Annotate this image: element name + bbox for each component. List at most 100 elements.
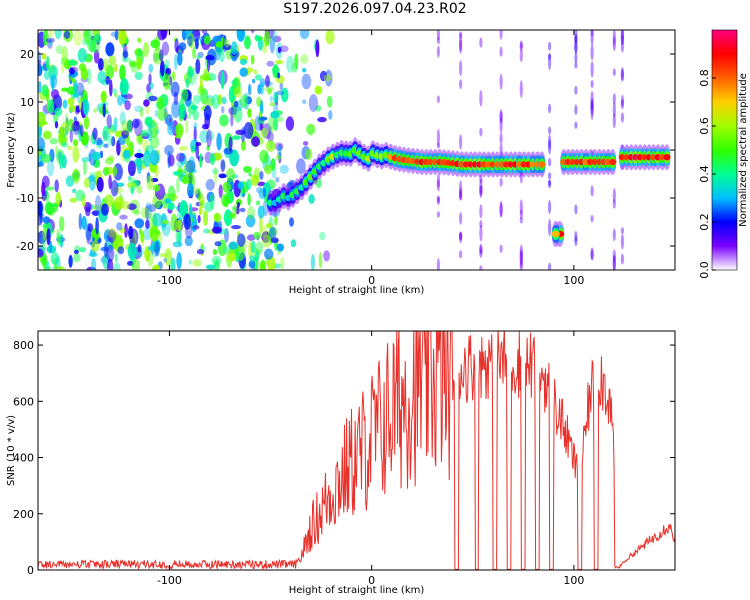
noise-cell	[87, 68, 92, 85]
snr-series-line	[38, 331, 675, 570]
streak-cell	[574, 121, 578, 129]
noise-cell	[38, 111, 46, 128]
streak-cell	[574, 39, 578, 54]
noise-cell	[167, 202, 175, 211]
noise-cell	[117, 246, 125, 255]
noise-cell	[218, 173, 227, 179]
noise-cell	[72, 169, 80, 182]
y-tick-label: 10	[20, 96, 34, 109]
noise-cell	[102, 166, 110, 176]
noise-cell	[263, 248, 274, 260]
streak-cell	[519, 244, 523, 260]
noise-cell	[253, 231, 261, 240]
noise-cell	[56, 235, 62, 246]
noise-cell	[162, 111, 168, 119]
x-tick-label: 0	[368, 274, 375, 287]
noise-cell	[232, 206, 237, 211]
noise-cell	[47, 99, 55, 114]
noise-cell	[126, 135, 131, 148]
noise-cell	[212, 248, 218, 256]
noise-cell	[88, 252, 98, 258]
noise-cell	[68, 76, 73, 81]
streak-cell	[612, 188, 616, 203]
noise-cell	[154, 164, 159, 178]
noise-cell	[249, 255, 256, 263]
noise-cell	[233, 86, 243, 98]
noise-cell	[106, 245, 115, 263]
streak-cell	[574, 53, 578, 63]
noise-cell	[248, 172, 253, 177]
noise-cell	[106, 114, 112, 129]
noise-cell	[266, 222, 273, 229]
noise-cell	[94, 195, 102, 213]
streak-cell	[436, 179, 440, 192]
y-tick-label: 400	[13, 452, 34, 465]
noise-cell	[319, 231, 326, 241]
streak-cell	[612, 36, 616, 51]
noise-cell	[78, 63, 87, 72]
noise-cell	[114, 30, 119, 41]
streak-cell	[459, 32, 463, 51]
noise-cell	[243, 165, 252, 173]
noise-cell	[83, 177, 91, 188]
noise-cell	[61, 57, 65, 74]
streak-cell	[548, 157, 552, 167]
noise-cell	[91, 210, 101, 216]
noise-cell	[257, 205, 265, 219]
noise-cell	[112, 235, 123, 244]
noise-cell	[113, 116, 118, 133]
ridge-cell	[663, 154, 671, 161]
noise-cell	[276, 90, 285, 96]
noise-cell	[270, 111, 280, 119]
noise-cell	[258, 111, 262, 118]
noise-cell	[250, 30, 255, 34]
noise-cell	[229, 149, 240, 167]
noise-cell	[184, 236, 193, 247]
noise-cell	[203, 68, 210, 82]
streak-cell	[590, 102, 594, 120]
noise-cell	[247, 206, 256, 220]
noise-cell	[56, 228, 60, 243]
noise-cell	[235, 245, 245, 261]
noise-cell	[211, 94, 220, 109]
noise-cell	[38, 248, 44, 258]
noise-cell	[250, 54, 255, 65]
noise-cell	[205, 178, 215, 191]
noise-cell	[237, 233, 246, 247]
noise-cell	[116, 182, 125, 187]
noise-cell	[73, 249, 79, 255]
noise-cell	[38, 212, 44, 219]
streak-cell	[590, 91, 594, 108]
streak-cell	[548, 41, 552, 51]
noise-cell	[209, 153, 216, 166]
noise-cell	[170, 257, 176, 270]
streak-cell	[612, 228, 616, 242]
streak-cell	[548, 53, 552, 60]
noise-cell	[206, 129, 212, 148]
noise-cell	[117, 94, 124, 106]
noise-cell	[93, 49, 100, 64]
streak-cell	[436, 196, 440, 205]
noise-cell	[236, 30, 245, 42]
streak-cell	[590, 30, 594, 46]
noise-cell	[123, 93, 133, 100]
noise-cell	[66, 145, 73, 151]
noise-cell	[176, 176, 180, 193]
streak-cell	[620, 30, 624, 45]
colorbar-tick-label: 0.2	[698, 213, 711, 231]
noise-cell	[49, 138, 58, 145]
noise-cell	[82, 159, 87, 176]
noise-cell	[129, 141, 134, 157]
noise-cell	[239, 67, 248, 77]
streak-cell	[479, 243, 483, 255]
noise-cell	[250, 240, 256, 254]
noise-cell	[128, 225, 134, 240]
noise-cell	[60, 134, 68, 146]
streak-cell	[519, 248, 523, 266]
noise-cell	[140, 230, 145, 243]
noise-cell	[230, 105, 238, 116]
noise-cell	[214, 241, 222, 247]
streak-cell	[519, 40, 523, 50]
noise-cell	[122, 149, 132, 160]
noise-cell	[213, 212, 221, 223]
